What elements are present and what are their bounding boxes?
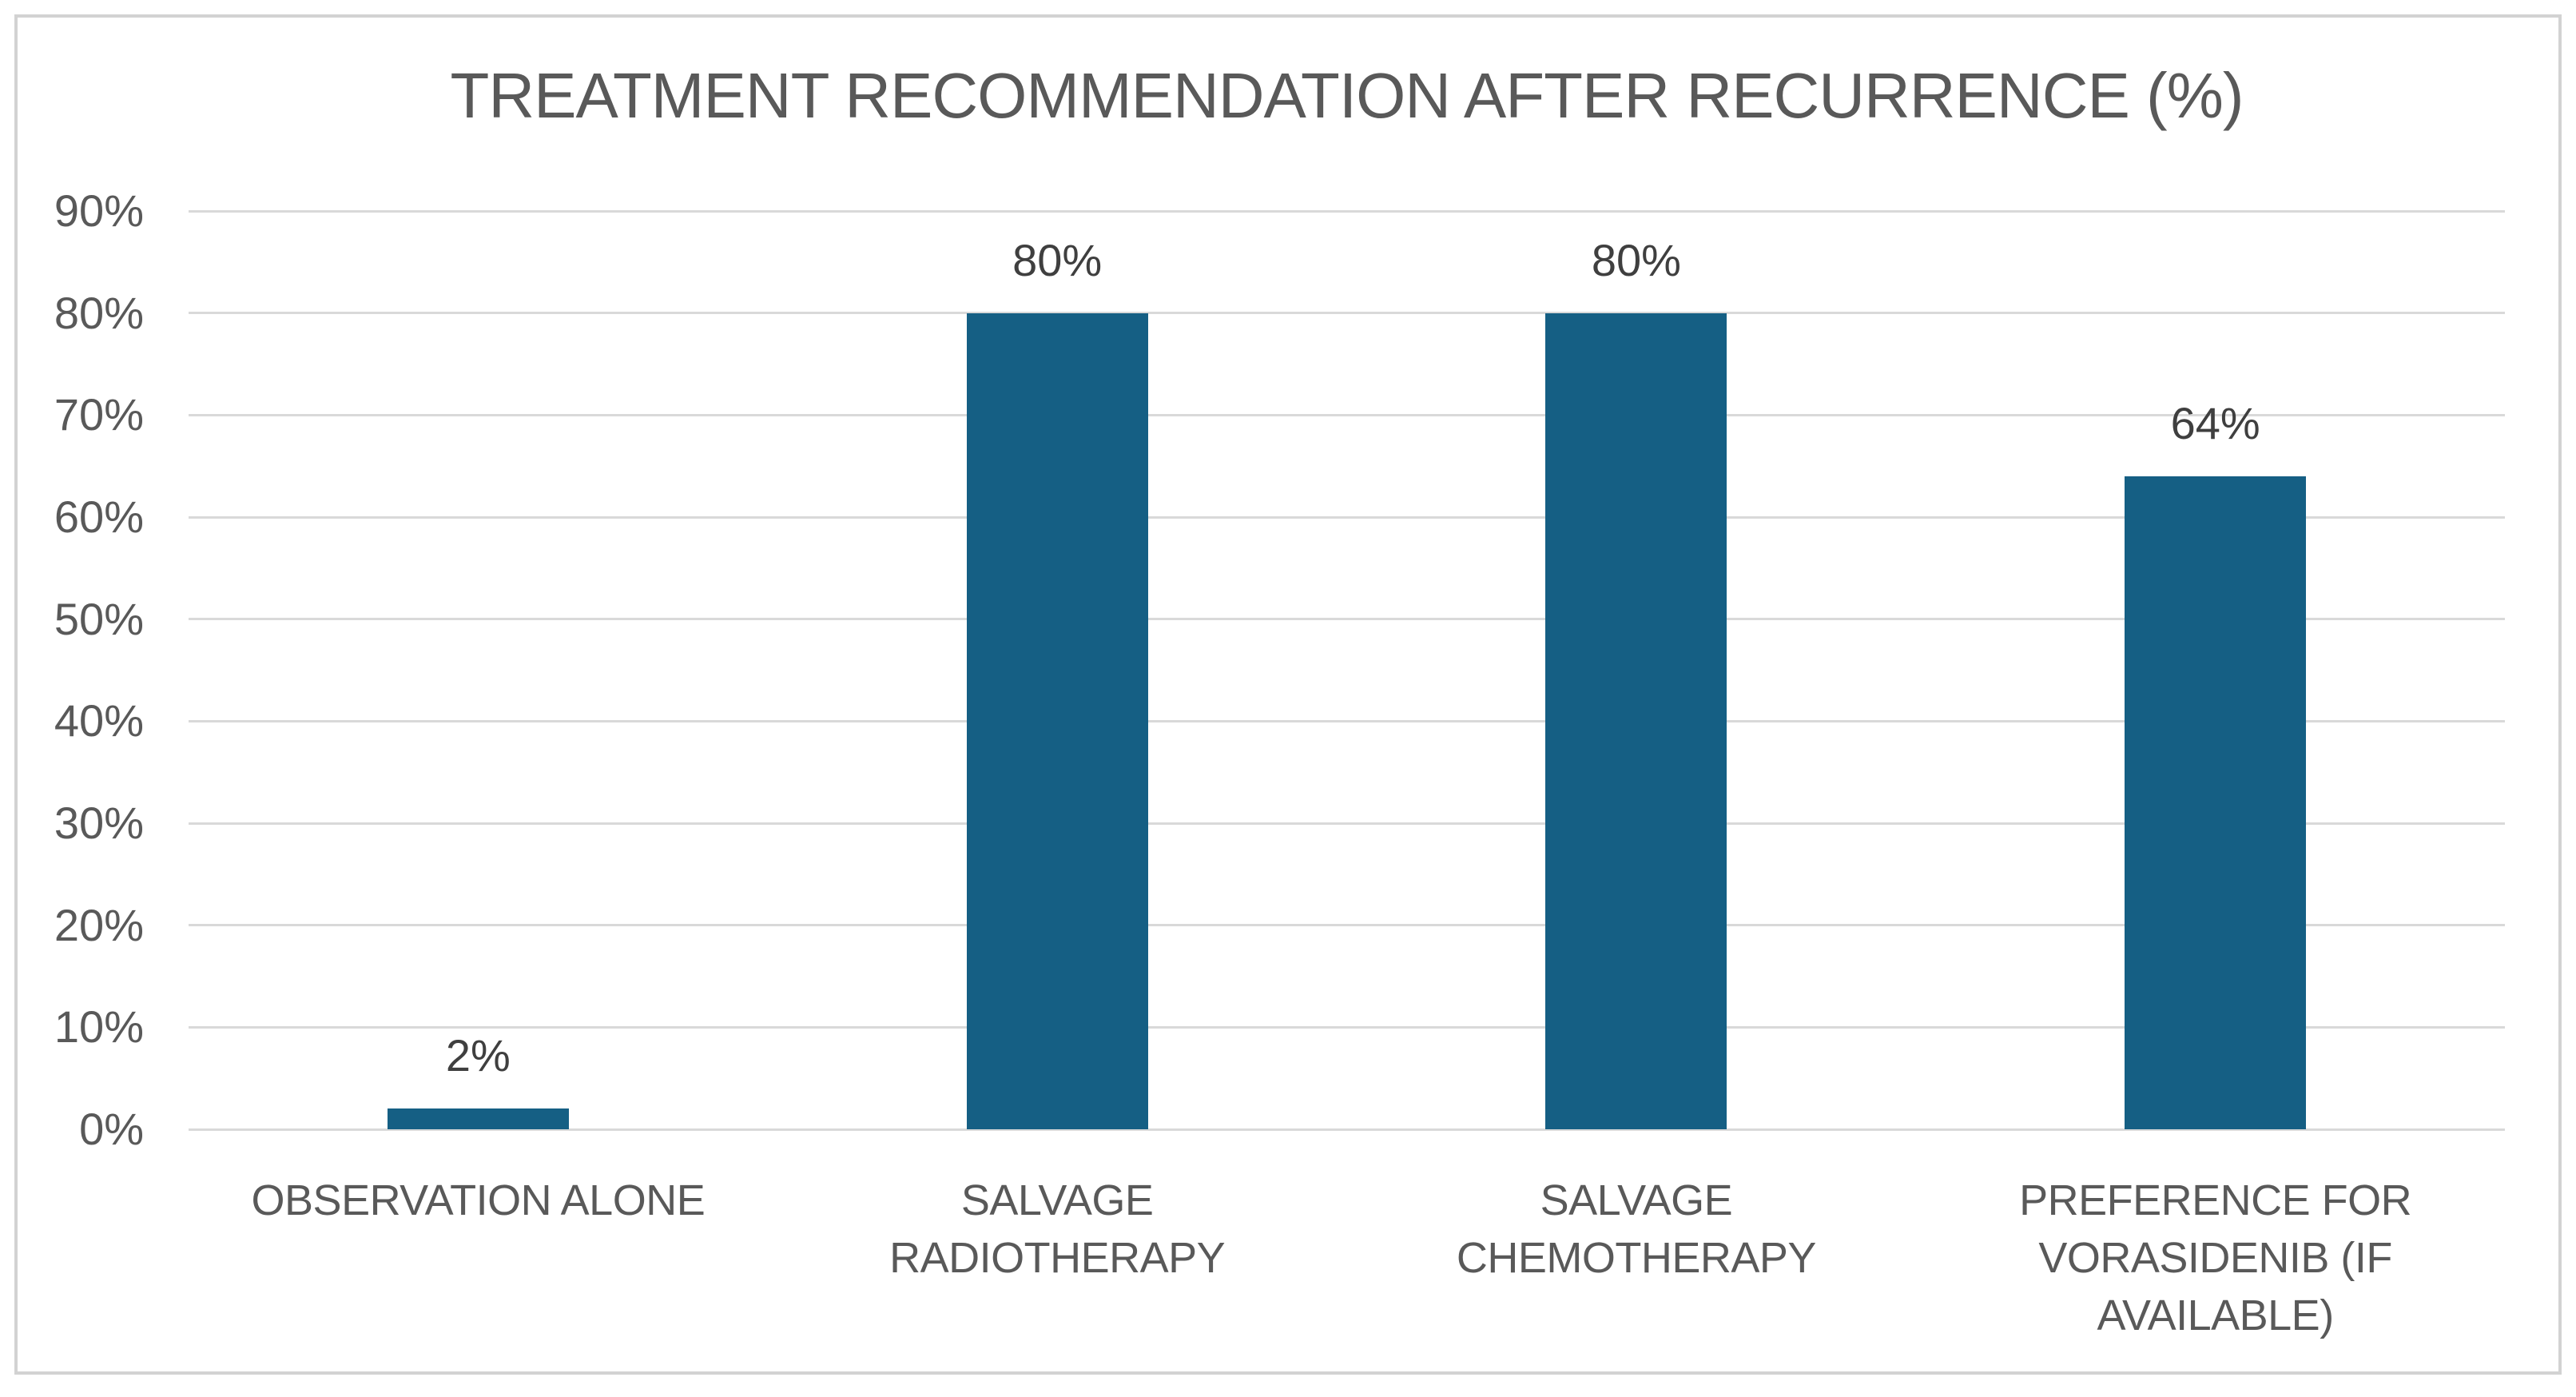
- gridline: [189, 1025, 2505, 1029]
- bar-value-label: 2%: [445, 1030, 511, 1081]
- y-tick-label: 0%: [79, 1104, 144, 1154]
- category-label-text: OBSERVATION ALONE: [251, 1176, 706, 1224]
- y-tick-label: 60%: [54, 492, 144, 542]
- y-tick-label: 80%: [54, 287, 144, 338]
- plot-area: 2% 80% 80% 64%: [189, 209, 2505, 1131]
- category-label: SALVAGE RADIOTHERAPY: [768, 1172, 1347, 1344]
- gridline: [189, 924, 2505, 927]
- x-axis-category-labels: OBSERVATION ALONE SALVAGE RADIOTHERAPY SAL…: [189, 1172, 2505, 1344]
- bar-slot: 2%: [189, 211, 768, 1129]
- gridline: [189, 1128, 2505, 1131]
- y-tick-label: 30%: [54, 798, 144, 848]
- bar-slot: 80%: [768, 211, 1347, 1129]
- bar-value-label: 80%: [1012, 234, 1103, 285]
- bar-slot: 80%: [1347, 211, 1926, 1129]
- bar-value-label: 64%: [2170, 397, 2260, 448]
- gridline: [189, 312, 2505, 315]
- bar: [966, 312, 1148, 1129]
- gridline: [189, 618, 2505, 621]
- bar-value-label: 80%: [1591, 234, 1681, 285]
- y-tick-label: 70%: [54, 389, 144, 440]
- category-label-text: PREFERENCE FOR VORASIDENIB (IF AVAILABLE…: [2019, 1176, 2412, 1339]
- gridline: [189, 719, 2505, 722]
- category-label: OBSERVATION ALONE: [189, 1172, 768, 1344]
- category-label-text: SALVAGE RADIOTHERAPY: [889, 1176, 1226, 1282]
- y-tick-label: 40%: [54, 695, 144, 746]
- bar: [1545, 312, 1727, 1129]
- bar-slot: 64%: [1926, 211, 2505, 1129]
- y-tick-label: 50%: [54, 593, 144, 644]
- gridline: [189, 413, 2505, 416]
- category-label: SALVAGE CHEMOTHERAPY: [1347, 1172, 1926, 1344]
- y-tick-label: 20%: [54, 899, 144, 950]
- y-tick-label: 90%: [54, 185, 144, 236]
- chart-title: TREATMENT RECOMMENDATION AFTER RECURRENC…: [450, 60, 2244, 131]
- y-axis-tick-labels: 0% 10% 20% 30% 40% 50% 60% 70% 80% 90%: [24, 189, 144, 1152]
- gridline: [189, 515, 2505, 519]
- bar: [2125, 476, 2307, 1129]
- category-label-text: SALVAGE CHEMOTHERAPY: [1456, 1176, 1817, 1282]
- bar: [387, 1108, 569, 1129]
- gridline: [189, 209, 2505, 213]
- y-tick-label: 10%: [54, 1001, 144, 1053]
- gridline: [189, 822, 2505, 825]
- category-label: PREFERENCE FOR VORASIDENIB (IF AVAILABLE…: [1926, 1172, 2505, 1344]
